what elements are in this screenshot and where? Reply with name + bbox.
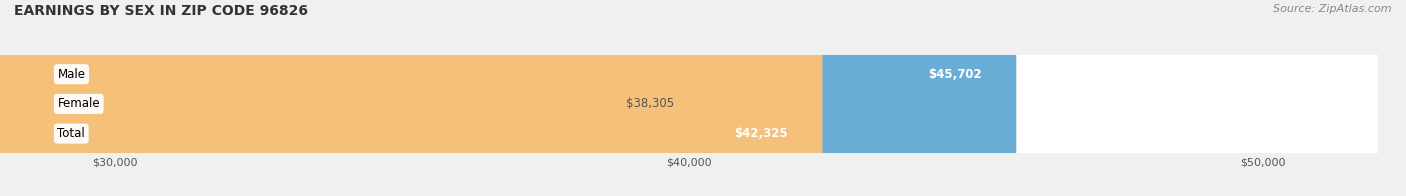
Text: $38,305: $38,305 [626,97,675,110]
Text: Source: ZipAtlas.com: Source: ZipAtlas.com [1274,4,1392,14]
Text: $45,702: $45,702 [928,68,981,81]
FancyBboxPatch shape [0,0,1017,196]
Text: EARNINGS BY SEX IN ZIP CODE 96826: EARNINGS BY SEX IN ZIP CODE 96826 [14,4,308,18]
FancyBboxPatch shape [0,0,631,196]
Text: Female: Female [58,97,100,110]
Text: Male: Male [58,68,86,81]
FancyBboxPatch shape [0,0,823,196]
Text: Total: Total [58,127,86,140]
Text: $42,325: $42,325 [734,127,787,140]
